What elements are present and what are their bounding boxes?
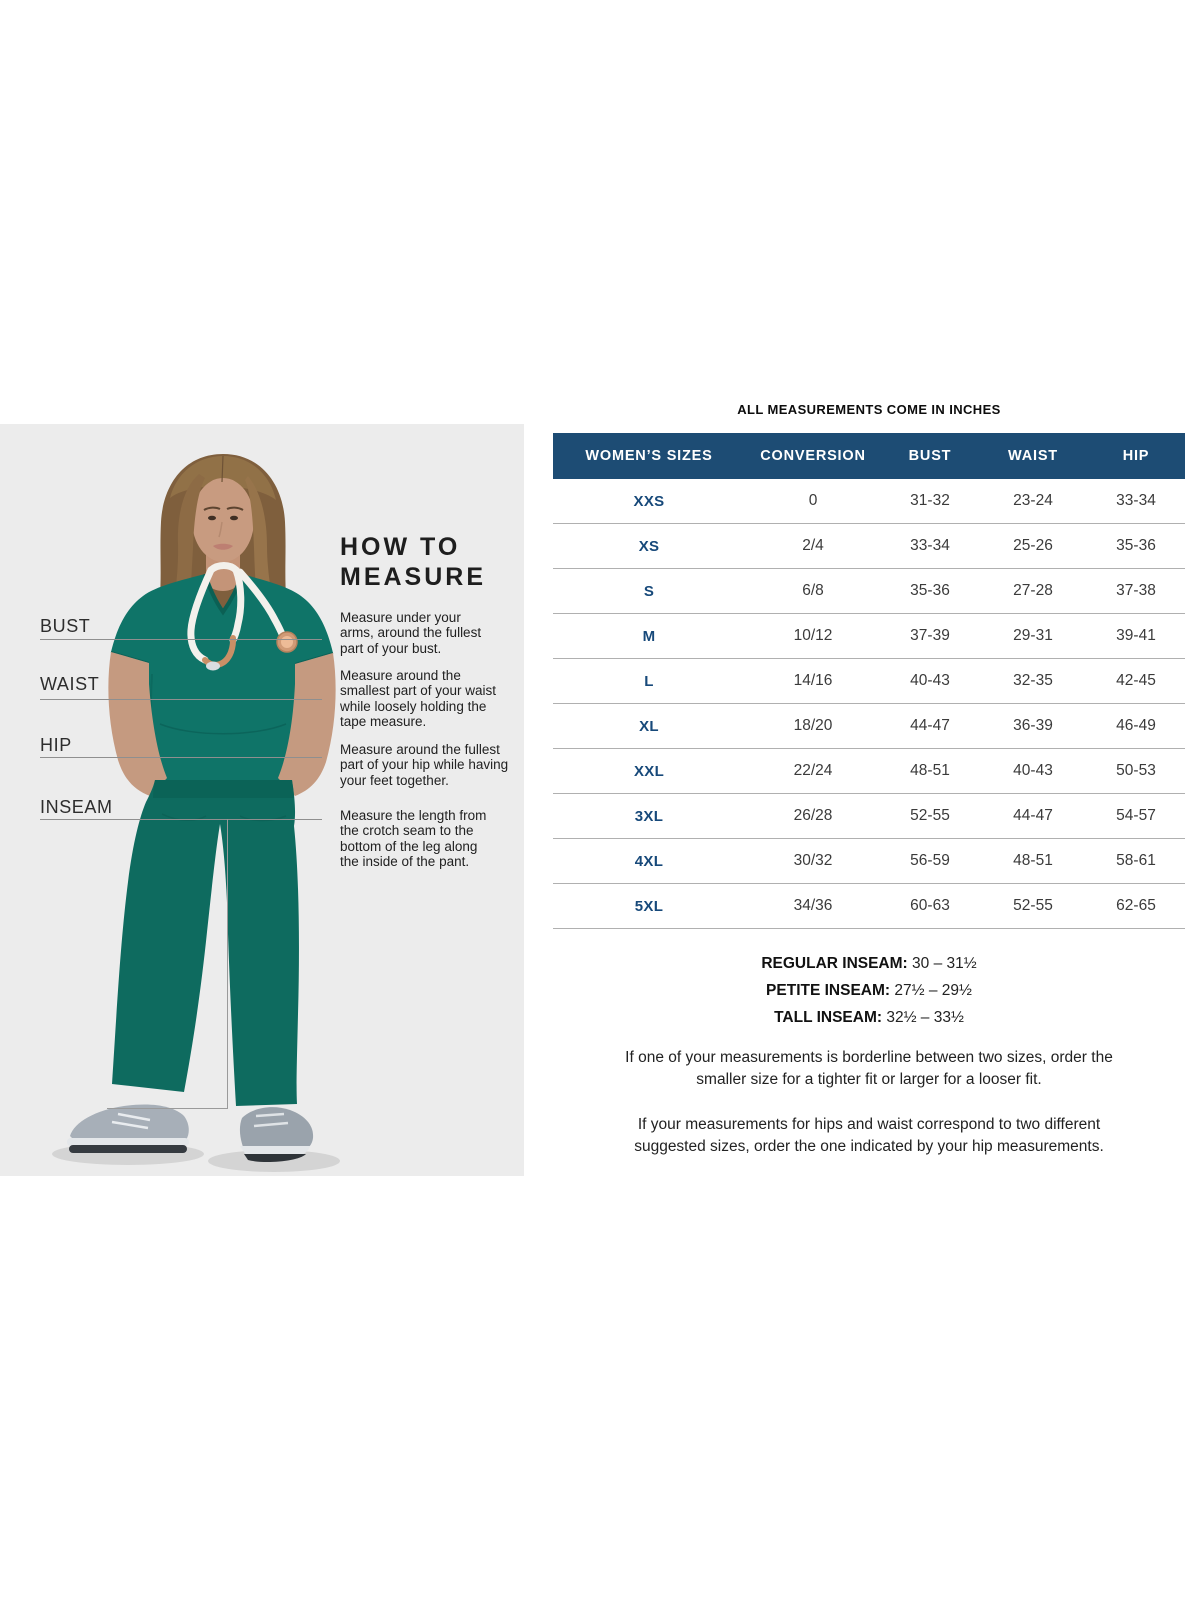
col-header-bust: BUST [908, 448, 952, 464]
conversion-cell: 22/24 [793, 762, 833, 779]
conversion-cell: 14/16 [793, 672, 833, 689]
measurement-illustration-panel: BUST WAIST HIP INSEAM HOW TO MEASURE Mea… [0, 424, 524, 1176]
size-cell: M [642, 627, 656, 645]
waist-label: WAIST [40, 674, 100, 694]
col-header-hip: HIP [1122, 448, 1150, 464]
hip-label: HIP [40, 735, 72, 755]
chart-title: ALL MEASUREMENTS COME IN INCHES [737, 402, 1001, 417]
hip-cell: 50-53 [1116, 762, 1156, 779]
table-header-row: WOMEN’S SIZES CONVERSION BUST WAIST HIP [553, 433, 1185, 479]
table-row: 3XL 26/28 52-55 44-47 54-57 [553, 794, 1185, 839]
how-to-measure-heading: HOW TO MEASURE [340, 533, 487, 591]
hip-cell: 46-49 [1116, 717, 1156, 734]
hip-line [40, 757, 322, 758]
hip-cell: 58-61 [1116, 852, 1156, 869]
inseam-label: INSEAM [40, 797, 113, 817]
waist-cell: 52-55 [1013, 897, 1053, 914]
conversion-cell: 26/28 [793, 807, 833, 824]
hip-waist-size-note: If your measurements for hips and waist … [634, 1116, 1104, 1155]
waist-cell: 25-26 [1013, 537, 1053, 554]
waist-cell: 29-31 [1013, 627, 1053, 644]
table-row: XXL 22/24 48-51 40-43 50-53 [553, 749, 1185, 794]
inseam-bottom-line [107, 1108, 228, 1109]
hip-instruction: Measure around the fullest part of your … [340, 742, 509, 788]
tall-inseam-value: 32½ – 33½ [886, 1009, 964, 1026]
inseam-line [40, 819, 322, 820]
size-cell: XL [639, 717, 659, 735]
hip-cell: 37-38 [1116, 582, 1156, 599]
size-chart-table: WOMEN’S SIZES CONVERSION BUST WAIST HIP … [553, 433, 1185, 929]
tall-inseam-label: TALL INSEAM: [774, 1009, 883, 1026]
col-header-sizes: WOMEN’S SIZES [585, 448, 713, 464]
bust-cell: 44-47 [910, 717, 950, 734]
hip-cell: 39-41 [1116, 627, 1156, 644]
col-header-conversion: CONVERSION [760, 448, 866, 464]
conversion-cell: 6/8 [802, 582, 824, 599]
waist-instruction: Measure around the smallest part of your… [340, 668, 497, 729]
regular-inseam-label: REGULAR INSEAM: [761, 955, 908, 972]
inseam-notes: REGULAR INSEAM: 30 – 31½ PETITE INSEAM: … [553, 950, 1185, 1031]
bust-cell: 52-55 [910, 807, 950, 824]
waist-cell: 36-39 [1013, 717, 1053, 734]
petite-inseam-label: PETITE INSEAM: [766, 982, 891, 999]
petite-inseam-value: 27½ – 29½ [894, 982, 972, 999]
waist-line [40, 699, 322, 700]
size-cell: 4XL [634, 852, 664, 870]
table-row: XXS 0 31-32 23-24 33-34 [553, 479, 1185, 524]
size-cell: 3XL [634, 807, 664, 825]
table-row: L 14/16 40-43 32-35 42-45 [553, 659, 1185, 704]
waist-cell: 44-47 [1013, 807, 1053, 824]
inseam-vertical-line [227, 819, 228, 1108]
bust-cell: 33-34 [910, 537, 950, 554]
inseam-instruction: Measure the length from the crotch seam … [340, 808, 487, 869]
borderline-size-note: If one of your measurements is borderlin… [625, 1049, 1113, 1088]
waist-cell: 23-24 [1013, 492, 1053, 509]
conversion-cell: 30/32 [793, 852, 833, 869]
table-row: XL 18/20 44-47 36-39 46-49 [553, 704, 1185, 749]
bust-line [40, 639, 322, 640]
hip-cell: 42-45 [1116, 672, 1156, 689]
model-photo [52, 454, 340, 1172]
regular-inseam-note: REGULAR INSEAM: 30 – 31½ [553, 950, 1185, 977]
petite-inseam-note: PETITE INSEAM: 27½ – 29½ [553, 977, 1185, 1004]
conversion-cell: 18/20 [793, 717, 833, 734]
bust-cell: 31-32 [910, 492, 950, 509]
bust-cell: 60-63 [910, 897, 950, 914]
waist-cell: 40-43 [1013, 762, 1053, 779]
bust-cell: 48-51 [910, 762, 950, 779]
waist-cell: 48-51 [1013, 852, 1053, 869]
conversion-cell: 10/12 [793, 627, 833, 644]
waist-cell: 32-35 [1013, 672, 1053, 689]
col-header-waist: WAIST [1008, 448, 1058, 464]
size-cell: XXS [633, 492, 665, 510]
size-cell: S [643, 582, 655, 600]
bust-cell: 37-39 [910, 627, 950, 644]
hip-cell: 62-65 [1116, 897, 1156, 914]
table-row: S 6/8 35-36 27-28 37-38 [553, 569, 1185, 614]
waist-cell: 27-28 [1013, 582, 1053, 599]
conversion-cell: 34/36 [793, 897, 833, 914]
conversion-cell: 2/4 [802, 537, 824, 554]
hip-cell: 54-57 [1116, 807, 1156, 824]
tall-inseam-note: TALL INSEAM: 32½ – 33½ [553, 1004, 1185, 1031]
bust-label: BUST [40, 616, 91, 636]
table-row: 4XL 30/32 56-59 48-51 58-61 [553, 839, 1185, 884]
size-cell: L [644, 672, 654, 690]
size-cell: XXL [633, 762, 665, 780]
table-row: M 10/12 37-39 29-31 39-41 [553, 614, 1185, 659]
regular-inseam-value: 30 – 31½ [912, 955, 977, 972]
conversion-cell: 0 [808, 492, 818, 509]
bust-cell: 35-36 [910, 582, 950, 599]
size-cell: 5XL [634, 897, 664, 915]
bust-cell: 56-59 [910, 852, 950, 869]
table-row: 5XL 34/36 60-63 52-55 62-65 [553, 884, 1185, 929]
size-cell: XS [638, 537, 660, 555]
hip-cell: 35-36 [1116, 537, 1156, 554]
bust-instruction: Measure under your arms, around the full… [340, 610, 482, 656]
hip-cell: 33-34 [1116, 492, 1156, 509]
bust-cell: 40-43 [910, 672, 950, 689]
table-row: XS 2/4 33-34 25-26 35-36 [553, 524, 1185, 569]
